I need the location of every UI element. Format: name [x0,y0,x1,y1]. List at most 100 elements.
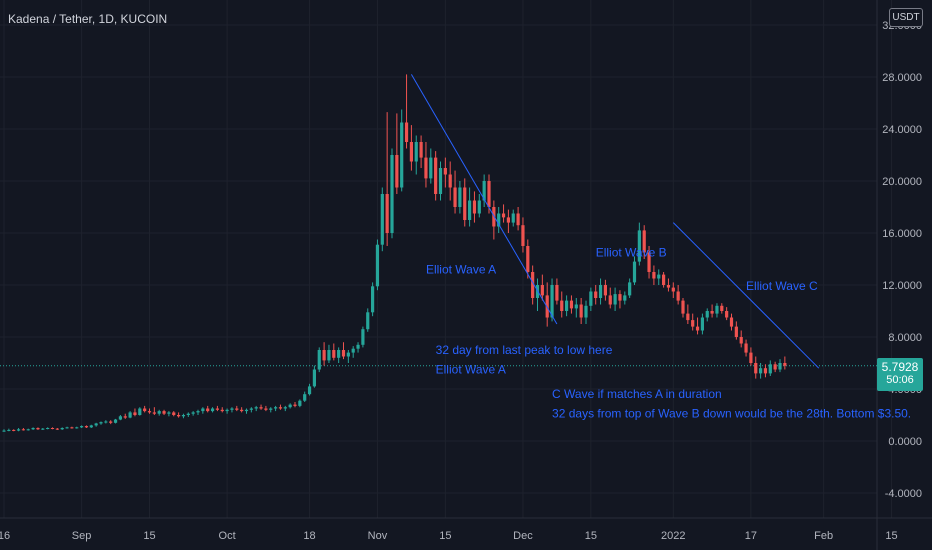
y-tick-label: 0.0000 [888,436,922,448]
candle-body [201,408,205,412]
candle-body [584,305,588,318]
candle-body [773,364,777,370]
last-price-value: 5.7928 [881,360,919,374]
y-tick-label: 12.0000 [882,280,922,292]
candle-body [720,305,724,311]
y-tick-label: -4.0000 [885,488,922,500]
candle-body [768,364,772,374]
x-tick-label: 15 [885,530,897,542]
candle-body [225,409,229,412]
candle-body [642,230,646,253]
candle-body [7,429,11,431]
candle-body [259,407,263,409]
candle-body [715,305,719,314]
candle-body [113,419,118,423]
candle-body [240,409,244,412]
candle-body [60,428,64,430]
candle-body [710,311,714,314]
candle-body [104,421,108,423]
candle-body [666,285,671,288]
candle-body [681,300,685,314]
annotation-text: Elliot Wave A [436,362,506,376]
candle-body [400,122,404,188]
annotation-text: Elliot Wave C [746,279,818,293]
candle-body [574,304,578,309]
candle-body [152,412,156,414]
candle-body [332,350,336,358]
annotation-text: Elliot Wave B [596,245,667,259]
candle-body [322,350,326,361]
candle-body [453,187,457,207]
x-tick-label: Dec [513,530,533,542]
price-axis[interactable]: -4.00000.00004.00008.000012.000016.00002… [882,20,922,500]
candle-body [628,282,632,296]
candle-body [133,412,137,415]
candle-body [70,427,74,429]
bar-countdown: 50:06 [886,374,914,386]
candle-body [138,408,142,415]
candle-body [555,285,559,301]
x-tick-label: 16 [0,530,10,542]
candle-body [608,295,612,305]
candle-body [472,200,477,214]
candle-body [181,415,186,417]
candle-body [759,368,763,374]
candle-body [220,409,224,412]
candle-body [458,187,462,207]
candle-body [196,411,200,413]
time-axis[interactable]: 16 Sep 15 Oct 18 Nov 15 Dec 15 2022 17 Feb 15 [0,530,898,542]
candle-body [540,285,544,296]
candle-body [725,311,729,318]
candle-body [409,142,413,162]
candle-body [89,425,93,428]
candle-body [531,272,535,298]
candle-body [99,422,103,424]
candle-body [662,274,666,285]
candle-body [482,181,486,201]
candle-body [123,416,127,418]
x-tick-label: 17 [745,530,757,542]
candle-body [128,412,132,418]
candle-body [143,408,147,412]
candle-body [46,428,50,429]
chart-title: Kadena / Tether, 1D, KUCOIN [8,12,168,26]
currency-button[interactable]: USDT [889,8,923,27]
annotation-text: 32 day from last peak to low here [436,343,613,357]
candle-body [157,411,161,414]
x-tick-label: 18 [303,530,315,542]
candle-body [167,412,171,414]
y-tick-label: 24.0000 [882,124,922,136]
candle-body [657,274,661,279]
x-tick-label: 15 [439,530,451,542]
candle-body [298,400,302,406]
candle-body [36,428,40,430]
candle-body [206,408,210,412]
candle-body [366,312,370,330]
y-tick-label: 28.0000 [882,72,922,84]
x-tick-label: Oct [219,530,236,542]
candle-body [109,421,113,423]
candle-body [652,272,656,279]
candle-body [147,411,152,413]
candle-body [695,326,700,331]
candle-body [603,285,607,296]
candle-body [390,155,394,233]
candle-body [361,329,365,345]
x-tick-label: 15 [585,530,597,542]
candle-body [754,363,758,374]
candle-body [385,194,389,233]
candle-body [448,174,452,188]
candle-body [497,213,501,227]
candle-body [356,344,360,349]
candle-body [191,412,195,414]
candle-body [254,407,258,409]
candle-body [404,122,409,142]
candle-body [487,181,491,207]
annotation-text: C Wave if matches A in duration [552,387,722,401]
candle-body [186,413,190,415]
candle-body [31,428,35,430]
candle-body [351,348,355,353]
candle-body [80,426,84,428]
annotation-text: Elliot Wave A [426,262,496,276]
